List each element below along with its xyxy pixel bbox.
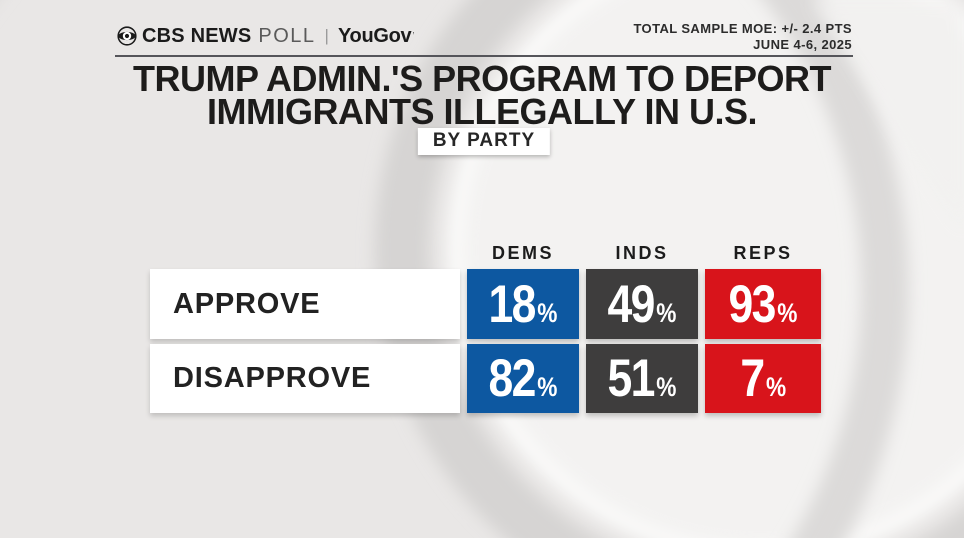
percent-sign: % xyxy=(656,297,677,328)
page-title: TRUMP ADMIN.'S PROGRAM TO DEPORT IMMIGRA… xyxy=(0,58,964,132)
cell-value: 49 % xyxy=(608,278,677,331)
title-line-1: TRUMP ADMIN.'S PROGRAM TO DEPORT xyxy=(133,58,831,99)
cell-value: 93 % xyxy=(729,278,798,331)
cell-disapprove-reps: 7 % xyxy=(705,344,821,413)
header-spacer xyxy=(150,242,460,264)
brand-yougov-mark: ’ xyxy=(412,30,415,42)
row-label-disapprove: DISAPPROVE xyxy=(150,344,460,413)
percent-sign: % xyxy=(656,372,677,402)
moe-line: TOTAL SAMPLE MOE: +/- 2.4 PTS xyxy=(633,21,852,36)
header-divider-line xyxy=(115,55,853,57)
cbs-news-poll-logo: CBS NEWS POLL | YouGov ’ xyxy=(117,23,415,49)
results-table: DEMS INDS REPS APPROVE 18 % 49 % 93 % DI… xyxy=(150,242,821,413)
percent-number: 7 xyxy=(740,349,765,408)
cell-approve-dems: 18 % xyxy=(467,269,579,339)
column-header-dems: DEMS xyxy=(491,242,554,263)
percent-number: 93 xyxy=(728,274,777,334)
percent-sign: % xyxy=(765,372,786,402)
cell-approve-inds: 49 % xyxy=(586,269,698,339)
by-party-badge: BY PARTY xyxy=(417,128,551,155)
brand-cbs-news: CBS NEWS xyxy=(142,24,252,47)
cell-disapprove-inds: 51 % xyxy=(586,344,698,413)
cbs-eye-icon xyxy=(117,26,137,46)
cell-disapprove-dems: 82 % xyxy=(467,344,579,413)
percent-sign: % xyxy=(537,297,558,328)
brand-yougov: YouGov xyxy=(337,24,412,47)
cell-value: 82 % xyxy=(489,352,558,405)
percent-number: 49 xyxy=(607,274,656,334)
brand-poll: POLL xyxy=(258,24,316,47)
cell-approve-reps: 93 % xyxy=(705,269,821,339)
percent-number: 82 xyxy=(488,349,537,408)
column-header-inds: INDS xyxy=(615,242,669,263)
brand-divider: | xyxy=(324,26,329,45)
percent-sign: % xyxy=(777,297,798,328)
cell-value: 18 % xyxy=(489,278,558,331)
row-label-approve: APPROVE xyxy=(150,269,460,339)
title-line-2: IMMIGRANTS ILLEGALLY IN U.S. xyxy=(206,91,758,132)
column-header-reps: REPS xyxy=(733,242,793,263)
sample-moe-note: TOTAL SAMPLE MOE: +/- 2.4 PTS JUNE 4-6, … xyxy=(633,21,852,53)
percent-number: 51 xyxy=(607,349,656,408)
percent-number: 18 xyxy=(488,274,537,334)
date-line: JUNE 4-6, 2025 xyxy=(753,37,852,52)
percent-sign: % xyxy=(537,372,558,402)
cell-value: 7 % xyxy=(740,352,786,405)
cell-value: 51 % xyxy=(608,352,677,405)
